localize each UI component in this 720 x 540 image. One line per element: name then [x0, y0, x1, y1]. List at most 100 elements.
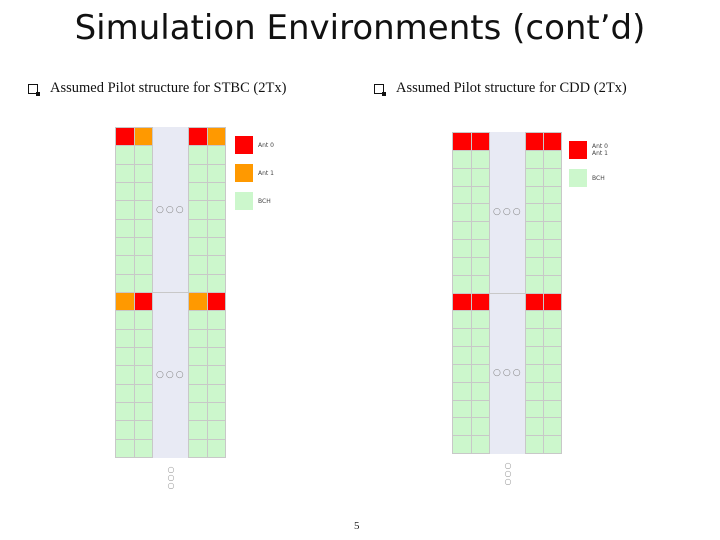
pilot-cell-ant0 [134, 293, 152, 311]
pilot-cell-ant0 [471, 293, 489, 311]
bch-cell [453, 150, 471, 168]
cdd-heading-text: Assumed Pilot structure for CDD (2Tx) [396, 80, 627, 96]
bch-cell [134, 384, 152, 402]
bch-cell [453, 347, 471, 364]
pilot-cell-ant0 [544, 293, 561, 311]
pilot-cell-ant0 [526, 293, 543, 311]
legend-label: BCH [258, 197, 271, 205]
bch-cell [207, 366, 225, 384]
stbc-ellipsis-upper: ○○○ [156, 205, 186, 215]
bch-cell [471, 347, 489, 364]
bch-cell [544, 382, 561, 400]
bch-cell [207, 421, 225, 439]
stbc-vertical-ellipsis: ○ ○ ○ [167, 465, 175, 490]
bch-cell [207, 164, 225, 182]
bch-cell [471, 186, 489, 204]
cdd-heading: Assumed Pilot structure for CDD (2Tx) [374, 80, 627, 97]
pilot-cell-ant0 [189, 128, 207, 146]
bch-cell [526, 347, 543, 364]
bch-cell [134, 329, 152, 347]
bch-cell [189, 311, 207, 329]
bch-cell [453, 400, 471, 418]
bch-cell [526, 382, 543, 400]
pilot-cell-ant0 [207, 293, 225, 311]
bch-cell [116, 421, 134, 439]
bch-cell [134, 219, 152, 237]
legend-label: Ant 1 [258, 169, 274, 177]
legend-swatch-ant1 [235, 164, 253, 182]
bch-cell [544, 222, 561, 239]
pilot-cell-ant0 [526, 133, 543, 150]
cdd-vertical-ellipsis: ○ ○ ○ [504, 461, 512, 486]
bch-cell [526, 364, 543, 382]
bch-cell [116, 329, 134, 347]
bch-cell [526, 222, 543, 239]
bch-cell [189, 274, 207, 292]
bch-cell [544, 186, 561, 204]
bch-cell [116, 439, 134, 457]
bch-cell [116, 256, 134, 274]
bch-cell [134, 256, 152, 274]
bch-cell [207, 274, 225, 292]
legend-label-line1: Ant 0 [592, 143, 608, 150]
bch-cell [207, 146, 225, 164]
bch-cell [544, 275, 561, 293]
bch-cell [207, 384, 225, 402]
stbc-grid-right [188, 127, 226, 458]
bch-cell [189, 403, 207, 421]
bch-cell [134, 366, 152, 384]
bch-cell [526, 329, 543, 346]
legend-swatch-bch [569, 169, 587, 187]
bch-cell [116, 219, 134, 237]
bch-cell [544, 347, 561, 364]
slide-title: Simulation Environments (cont’d) [74, 8, 646, 48]
bch-cell [453, 382, 471, 400]
bch-cell [544, 364, 561, 382]
bch-cell [453, 275, 471, 293]
stbc-legend-ant1: Ant 1 [235, 164, 274, 182]
bch-cell [189, 329, 207, 347]
legend-swatch-ant0 [235, 136, 253, 154]
bch-cell [134, 348, 152, 366]
bch-cell [207, 348, 225, 366]
stbc-divider [115, 292, 226, 293]
pilot-cell-ant0 [116, 128, 134, 146]
cdd-legend-bch: BCH [569, 169, 605, 187]
bch-cell [207, 219, 225, 237]
bch-cell [116, 403, 134, 421]
bch-cell [471, 240, 489, 257]
bch-cell [471, 257, 489, 275]
bch-cell [526, 204, 543, 222]
bch-cell [453, 222, 471, 239]
bch-cell [526, 436, 543, 453]
bch-cell [134, 146, 152, 164]
bch-cell [189, 384, 207, 402]
legend-swatch-bch [235, 192, 253, 210]
cdd-legend-ant0-ant1: Ant 0 Ant 1 [569, 141, 608, 159]
bch-cell [207, 311, 225, 329]
bch-cell [116, 146, 134, 164]
bch-cell [471, 150, 489, 168]
bch-cell [207, 403, 225, 421]
bch-cell [453, 311, 471, 329]
bch-cell [134, 439, 152, 457]
pilot-cell-ant0 [453, 293, 471, 311]
bch-cell [544, 400, 561, 418]
bch-cell [116, 311, 134, 329]
cdd-divider [452, 293, 562, 294]
bch-cell [526, 186, 543, 204]
bch-cell [453, 364, 471, 382]
bch-cell [526, 418, 543, 436]
bch-cell [116, 164, 134, 182]
bch-cell [453, 257, 471, 275]
bch-cell [544, 329, 561, 346]
bullet-checkbox-icon [28, 83, 40, 96]
bch-cell [544, 240, 561, 257]
stbc-legend-bch: BCH [235, 192, 271, 210]
bch-cell [116, 201, 134, 219]
bch-cell [544, 257, 561, 275]
legend-label: Ant 0 Ant 1 [592, 143, 608, 157]
bch-cell [453, 168, 471, 186]
bch-cell [471, 364, 489, 382]
stbc-legend-ant0: Ant 0 [235, 136, 274, 154]
